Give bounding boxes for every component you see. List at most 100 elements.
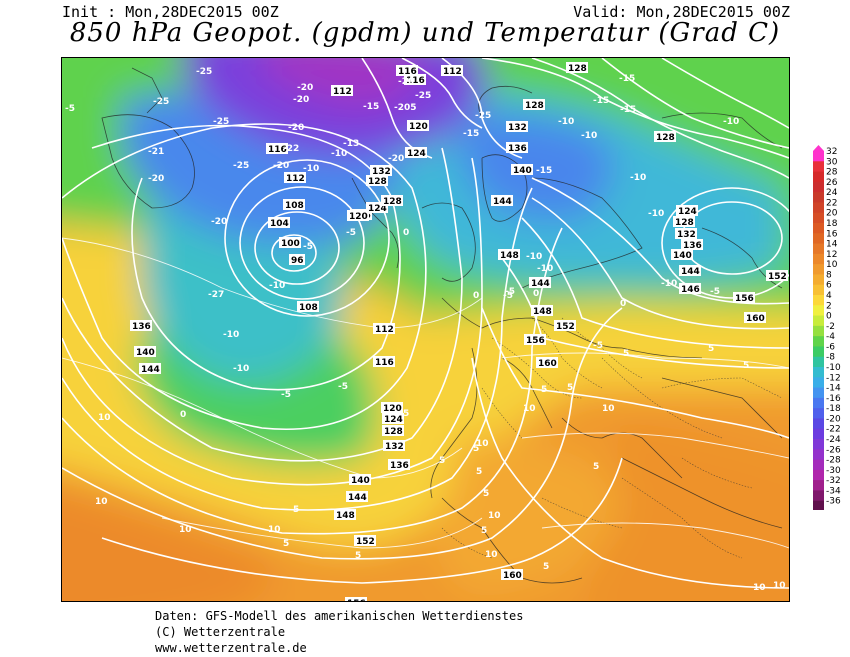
temperature-label: -25 — [213, 117, 229, 127]
temperature-label: -5 — [503, 291, 513, 301]
colorbar-swatch — [813, 151, 824, 162]
colorbar-swatch — [813, 480, 824, 491]
colorbar-tick-label: -6 — [826, 342, 835, 352]
colorbar-tick-label: 24 — [826, 188, 838, 198]
colorbar-tick-label: -12 — [826, 373, 841, 383]
colorbar-swatch — [813, 449, 824, 461]
temperature-label: -15 — [619, 74, 635, 84]
height-label: 144 — [141, 365, 160, 375]
colorbar-swatch — [813, 161, 824, 173]
temperature-label: 10 — [179, 525, 192, 535]
temperature-label: -10 — [233, 364, 249, 374]
temperature-label: 10 — [476, 439, 489, 449]
height-label-box — [671, 249, 693, 260]
geopotential-contours — [62, 58, 789, 589]
height-label: 128 — [568, 64, 587, 74]
colorbar-tick-label: 12 — [826, 250, 837, 260]
temperature-label: -5 — [346, 228, 356, 238]
height-label: 156 — [735, 294, 754, 304]
temperature-label: 10 — [602, 404, 615, 414]
height-label-box — [366, 175, 388, 186]
colorbar-swatch — [813, 428, 824, 440]
temperature-label: -10 — [661, 279, 677, 289]
temperature-label: -15 — [536, 166, 552, 176]
colorbar-swatch — [813, 192, 824, 203]
temperature-label: 5 — [283, 539, 289, 549]
temperature-labels: -25-25-25-20-20-20-21-20-25 -20-22-20-27-… — [65, 67, 786, 593]
temperature-label: -15 — [363, 102, 379, 112]
height-label: 120 — [349, 212, 368, 222]
height-label-box — [554, 320, 576, 331]
data-source-text: Daten: GFS-Modell des amerikanischen Wet… — [155, 609, 524, 623]
height-label-box — [676, 205, 698, 216]
temperature-label: -13 — [343, 139, 359, 149]
height-label: 116 — [375, 358, 394, 368]
height-label: 128 — [525, 101, 544, 111]
height-label: 132 — [677, 230, 696, 240]
colorbar-tick-label: -16 — [826, 394, 841, 404]
height-label: 146 — [681, 285, 700, 295]
temperature-label: 10 — [488, 511, 501, 521]
height-label-box — [529, 277, 551, 288]
chart-title: 850 hPa Geopot. (gpdm) und Temperatur (G… — [69, 18, 781, 48]
height-label: 116 — [406, 76, 425, 86]
colorbar-swatch — [813, 202, 824, 214]
height-label-box — [382, 425, 404, 436]
temperature-label: -25 — [415, 91, 431, 101]
height-label-box — [524, 334, 546, 345]
height-label-box — [744, 312, 766, 323]
colorbar-swatch — [813, 336, 824, 347]
website-link[interactable]: www.wetterzentrale.de — [155, 641, 307, 655]
height-label-box — [396, 65, 418, 76]
height-label-box — [501, 569, 523, 580]
height-label: 124 — [678, 207, 697, 217]
height-label: 112 — [286, 174, 305, 184]
height-label: 148 — [500, 251, 519, 261]
temperature-label: 0 — [473, 291, 479, 301]
height-label-box — [370, 165, 392, 176]
height-label-box — [334, 509, 356, 520]
temperature-label: -25 — [153, 97, 169, 107]
height-label-box — [134, 346, 156, 357]
height-label-box — [566, 62, 588, 73]
height-label: 108 — [285, 201, 304, 211]
height-label-box — [346, 491, 368, 502]
borders — [441, 317, 783, 559]
height-label: 96 — [291, 256, 304, 266]
colorbar-swatch — [813, 439, 824, 450]
height-label: 124 — [384, 415, 403, 425]
height-label-box — [679, 265, 701, 276]
height-label-box — [491, 195, 513, 206]
temperature-label: -10 — [526, 252, 542, 262]
colorbar-swatch — [813, 212, 824, 224]
height-label-box — [373, 323, 395, 334]
colorbar-tick-label: -26 — [826, 445, 841, 455]
temperature-label: -20 — [273, 161, 289, 171]
height-label: 132 — [372, 167, 391, 177]
temperature-label: 10 — [523, 404, 536, 414]
height-label: 144 — [493, 197, 512, 207]
height-label: 100 — [281, 239, 300, 249]
height-label: 104 — [270, 219, 289, 229]
height-label: 148 — [533, 307, 552, 317]
height-label: 140 — [351, 476, 370, 486]
temperature-label: 10 — [485, 550, 498, 560]
temperature-label: 5 — [541, 385, 547, 395]
colorbar-swatch — [813, 305, 824, 317]
colorbar-tick-label: -4 — [826, 332, 835, 342]
temperature-label: 5 — [593, 462, 599, 472]
height-label-box — [354, 535, 376, 546]
temperature-label: 0 — [180, 410, 186, 420]
height-label: 156 — [526, 336, 545, 346]
footer: Daten: GFS-Modell des amerikanischen Wet… — [155, 608, 523, 656]
height-label: 160 — [746, 314, 765, 324]
height-label-box — [289, 254, 305, 265]
temperature-label: -15 — [593, 96, 609, 106]
colorbar-tick-label: -14 — [826, 384, 841, 394]
colorbar-tick-label: 32 — [826, 147, 837, 157]
height-label: 128 — [656, 133, 675, 143]
height-label: 144 — [531, 279, 550, 289]
temperature-label: 5 — [439, 456, 445, 466]
height-label-box — [268, 217, 290, 228]
temperature-label: 5 — [473, 444, 479, 454]
